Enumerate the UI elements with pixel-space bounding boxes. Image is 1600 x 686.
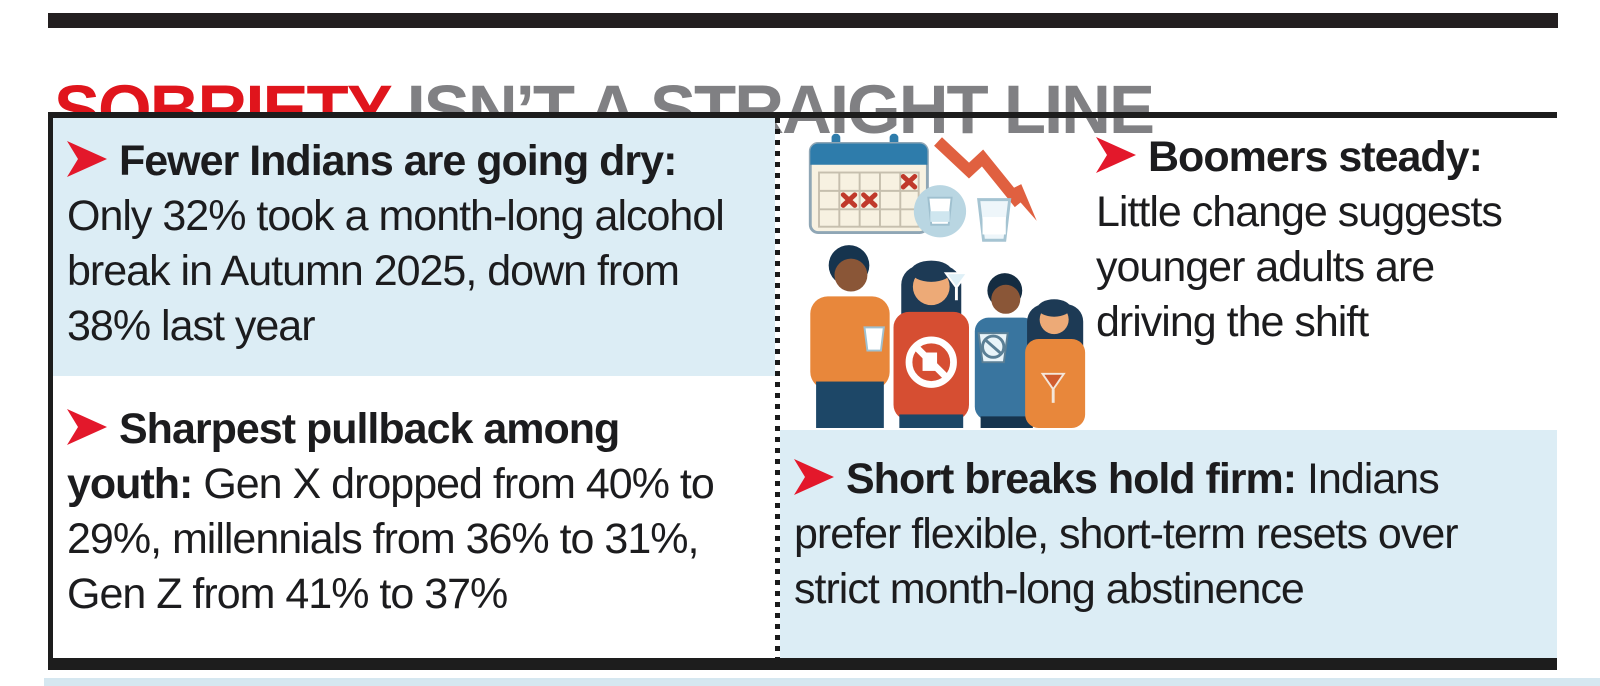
glass-icons [913,185,1012,242]
woman-orange-top [1025,299,1086,428]
bullet-arrow-icon [1096,137,1136,173]
people-drinking-illustration [788,128,1090,428]
no-alcohol-icon [905,336,957,388]
short-breaks-lead: Short breaks hold firm: [846,455,1297,503]
short-breaks-text: Short breaks hold firm: Indians prefer f… [794,452,1543,617]
boomers-steady-lead: Boomers steady: [1148,133,1483,181]
woman-no-beer-shirt [893,260,969,428]
man-blue-shirt [974,273,1037,428]
left-column: Fewer Indians are going dry: Only 32% to… [53,118,775,658]
panel-boomers-steady: Boomers steady: Little change suggests y… [780,118,1557,430]
crossed-day-marks [840,173,918,208]
illustration-svg [808,133,1086,428]
short-breaks-body: Indians prefer flexible, short-term rese… [794,455,1459,613]
content-frame: Fewer Indians are going dry: Only 32% to… [48,112,1557,670]
panel-short-breaks: Short breaks hold firm: Indians prefer f… [780,430,1557,658]
panel-fewer-indians: Fewer Indians are going dry: Only 32% to… [53,118,775,376]
no-sign-glass [977,332,1009,364]
boomers-steady-textblock: Boomers steady: Little change suggests y… [1090,118,1557,430]
bullet-arrow-icon [67,141,107,177]
bullet-arrow-icon [794,459,834,495]
fewer-indians-lead: Fewer Indians are going dry: [119,137,677,185]
sharpest-pullback-text: Sharpest pullback among youth: Gen X dro… [67,402,751,622]
next-section-edge [44,678,1600,686]
fewer-indians-body: Only 32% took a month-long alcohol break… [67,192,725,350]
bullet-arrow-icon [67,409,107,445]
calendar-icon [808,133,929,234]
decline-arrow-icon [934,137,1037,221]
fewer-indians-text: Fewer Indians are going dry: Only 32% to… [67,134,751,354]
man-orange-sweater [810,245,890,428]
dotted-divider [775,118,780,658]
panel-sharpest-pullback: Sharpest pullback among youth: Gen X dro… [53,376,775,622]
sharpest-pullback-body: Gen X dropped from 40% to 29%, millennia… [67,460,715,618]
sharpest-pullback-lead: Sharpest pullback among youth: [67,405,620,508]
top-rule [48,13,1558,28]
boomers-steady-body: Little change suggests younger adults ar… [1096,188,1503,346]
right-column: Boomers steady: Little change suggests y… [780,118,1557,658]
boomers-steady-text: Boomers steady: Little change suggests y… [1096,130,1551,350]
